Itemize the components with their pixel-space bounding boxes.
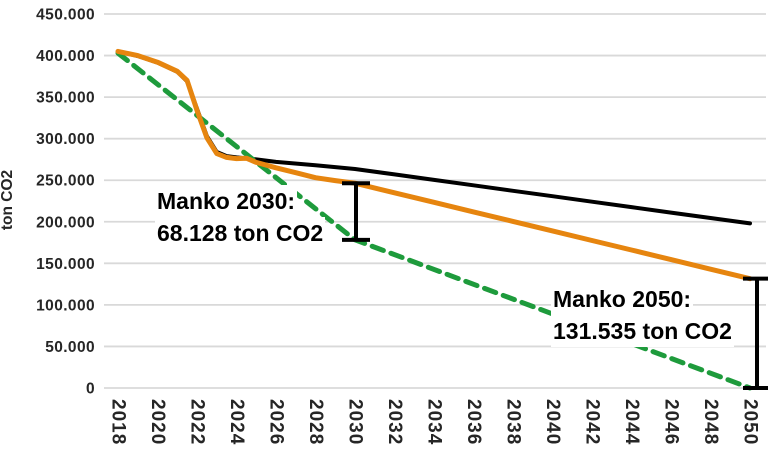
y-tick-label: 150.000 bbox=[36, 256, 95, 273]
x-tick-label: 2034 bbox=[424, 399, 445, 445]
annotation-manko-2030-value: 68.128 ton CO2 bbox=[155, 217, 326, 249]
y-tick-label: 100.000 bbox=[36, 297, 95, 314]
y-tick-label: 200.000 bbox=[36, 214, 95, 231]
x-tick-label: 2036 bbox=[463, 399, 484, 445]
x-tick-label: 2030 bbox=[345, 399, 366, 445]
y-axis-title: ton CO2 bbox=[0, 170, 16, 230]
annotation-manko-2050: Manko 2050: 131.535 ton CO2 bbox=[551, 283, 734, 347]
x-tick-label: 2040 bbox=[542, 399, 563, 445]
x-tick-label: 2038 bbox=[503, 399, 524, 445]
y-tick-label: 350.000 bbox=[36, 90, 95, 107]
x-tick-label: 2022 bbox=[187, 399, 208, 445]
y-tick-label: 0 bbox=[86, 381, 95, 398]
x-tick-label: 2042 bbox=[582, 399, 603, 445]
x-tick-label: 2020 bbox=[147, 399, 168, 445]
annotation-manko-2030-title: Manko 2030: bbox=[155, 185, 298, 217]
x-tick-label: 2026 bbox=[266, 399, 287, 445]
y-tick-label: 300.000 bbox=[36, 131, 95, 148]
y-tick-label: 50.000 bbox=[45, 339, 95, 356]
x-tick-label: 2032 bbox=[384, 399, 405, 445]
x-tick-label: 2050 bbox=[740, 399, 761, 445]
manko-2050-bar bbox=[743, 276, 768, 390]
y-tick-label: 400.000 bbox=[36, 48, 95, 65]
x-tick-label: 2048 bbox=[700, 399, 721, 445]
x-tick-label: 2044 bbox=[621, 399, 642, 445]
x-tick-label: 2028 bbox=[305, 399, 326, 445]
x-tick-label: 2046 bbox=[661, 399, 682, 445]
annotation-manko-2050-title: Manko 2050: bbox=[551, 283, 694, 315]
y-tick-label: 450.000 bbox=[36, 7, 95, 24]
x-tick-label: 2024 bbox=[226, 399, 247, 445]
y-tick-label: 250.000 bbox=[36, 173, 95, 190]
annotation-manko-2050-value: 131.535 ton CO2 bbox=[551, 315, 734, 347]
annotation-manko-2030: Manko 2030: 68.128 ton CO2 bbox=[155, 185, 326, 249]
manko-2030-bar bbox=[342, 181, 370, 242]
x-tick-label: 2018 bbox=[108, 399, 129, 445]
projection-orange-line bbox=[115, 48, 753, 282]
